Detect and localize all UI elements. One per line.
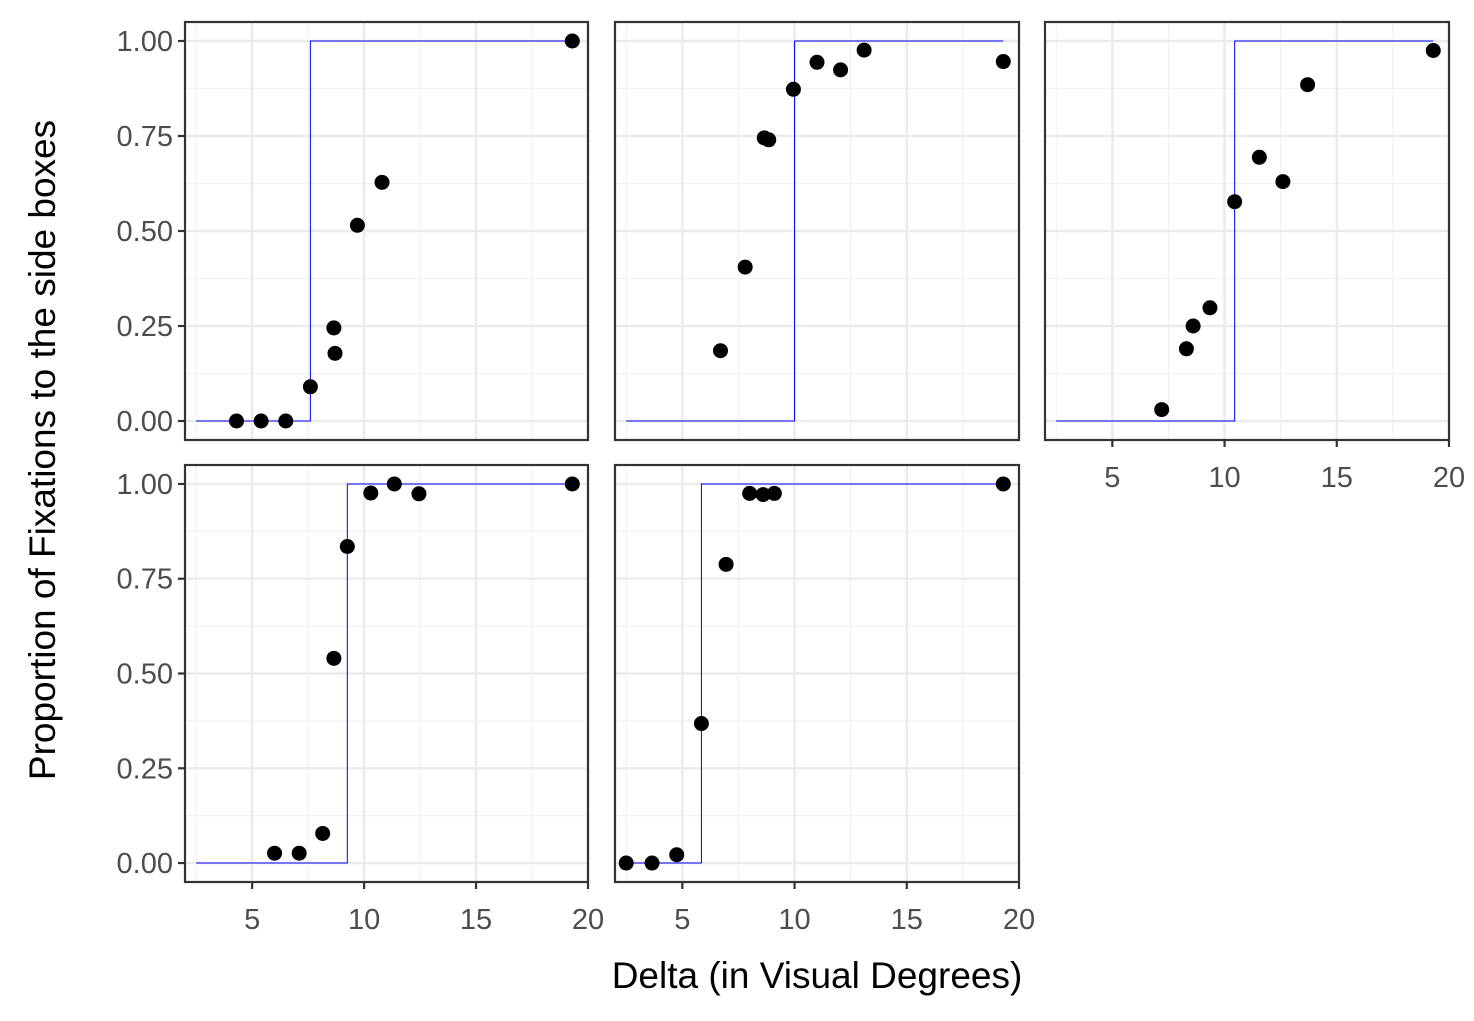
data-point xyxy=(291,845,307,861)
y-tick-label: 0.50 xyxy=(117,216,173,248)
y-tick-label: 1.00 xyxy=(117,26,173,58)
y-tick-label: 0.25 xyxy=(117,311,173,343)
data-point xyxy=(326,650,342,666)
data-point xyxy=(253,413,269,429)
step-function-line xyxy=(626,483,1004,864)
data-point xyxy=(856,42,872,58)
data-point xyxy=(386,476,402,492)
data-point xyxy=(766,485,782,501)
y-tick-label: 0.75 xyxy=(117,121,173,153)
data-point xyxy=(785,81,801,97)
data-point xyxy=(742,485,758,501)
y-tick-label: 1.00 xyxy=(117,469,173,501)
step-function-line xyxy=(196,40,573,422)
x-tick-label: 10 xyxy=(778,904,810,936)
data-point xyxy=(564,476,580,492)
x-axis-title: Delta (in Visual Degrees) xyxy=(612,955,1023,996)
x-tick-label: 15 xyxy=(1321,462,1353,494)
data-point xyxy=(315,825,331,841)
data-point xyxy=(1178,341,1194,357)
x-tick-label: 15 xyxy=(460,904,492,936)
x-tick-label: 5 xyxy=(244,904,260,936)
y-tick-label: 0.00 xyxy=(117,848,173,880)
data-point xyxy=(809,54,825,70)
panel-border xyxy=(613,20,1021,442)
data-point xyxy=(1227,194,1243,210)
data-point xyxy=(718,556,734,572)
step-function-line xyxy=(1056,40,1434,422)
data-point xyxy=(363,485,379,501)
y-tick-label: 0.25 xyxy=(117,753,173,785)
panel-border xyxy=(613,463,1021,884)
panel-3: 5 10 15 20 xyxy=(1043,20,1465,494)
data-point xyxy=(339,539,355,555)
data-point xyxy=(374,174,390,190)
data-point xyxy=(302,379,318,395)
panel-5: 5 10 15 20 xyxy=(613,463,1035,936)
x-tick-label: 20 xyxy=(572,904,604,936)
step-function-line xyxy=(196,483,573,864)
y-tick-label: 0.50 xyxy=(117,659,173,691)
data-point xyxy=(737,259,753,275)
data-point xyxy=(327,345,343,361)
data-point xyxy=(1185,318,1201,334)
data-point xyxy=(618,855,634,871)
x-tick-label: 10 xyxy=(348,904,380,936)
data-point xyxy=(349,217,365,233)
y-axis-title: Proportion of Fixations to the side boxe… xyxy=(22,120,63,780)
data-point xyxy=(755,487,771,503)
data-point xyxy=(995,476,1011,492)
data-point xyxy=(712,343,728,359)
x-tick-label: 15 xyxy=(891,904,923,936)
data-point xyxy=(1275,174,1291,190)
data-point xyxy=(1300,77,1316,93)
panel-4: 0.00 0.25 0.50 0.75 1.00 5 10 15 20 xyxy=(117,463,604,936)
panels-layer: 0.000.250.500.751.005 10 15 200.000.250.500… xyxy=(117,20,1465,936)
panel-border xyxy=(1043,20,1451,442)
data-point xyxy=(411,486,427,502)
data-point xyxy=(267,845,283,861)
panel-1: 0.00 0.25 0.50 0.75 1.00 xyxy=(117,20,590,442)
data-point xyxy=(564,33,580,49)
panel-2 xyxy=(613,20,1021,442)
data-point xyxy=(228,413,244,429)
y-tick-label: 0.00 xyxy=(117,406,173,438)
y-tick-label: 0.75 xyxy=(117,564,173,596)
x-tick-label: 5 xyxy=(674,904,690,936)
x-tick-label: 20 xyxy=(1003,904,1035,936)
x-tick-label: 10 xyxy=(1208,462,1240,494)
data-point xyxy=(761,132,777,148)
data-point xyxy=(995,54,1011,70)
x-tick-label: 5 xyxy=(1104,462,1120,494)
data-point xyxy=(1202,300,1218,316)
data-point xyxy=(669,847,685,863)
data-point xyxy=(1251,149,1267,165)
data-point xyxy=(833,62,849,78)
data-point xyxy=(693,716,709,732)
data-point xyxy=(644,855,660,871)
data-point xyxy=(326,320,342,336)
data-point xyxy=(1425,43,1441,58)
x-tick-label: 20 xyxy=(1433,462,1465,494)
step-function-line xyxy=(626,40,1004,422)
data-point xyxy=(278,413,294,429)
data-point xyxy=(1154,402,1170,418)
